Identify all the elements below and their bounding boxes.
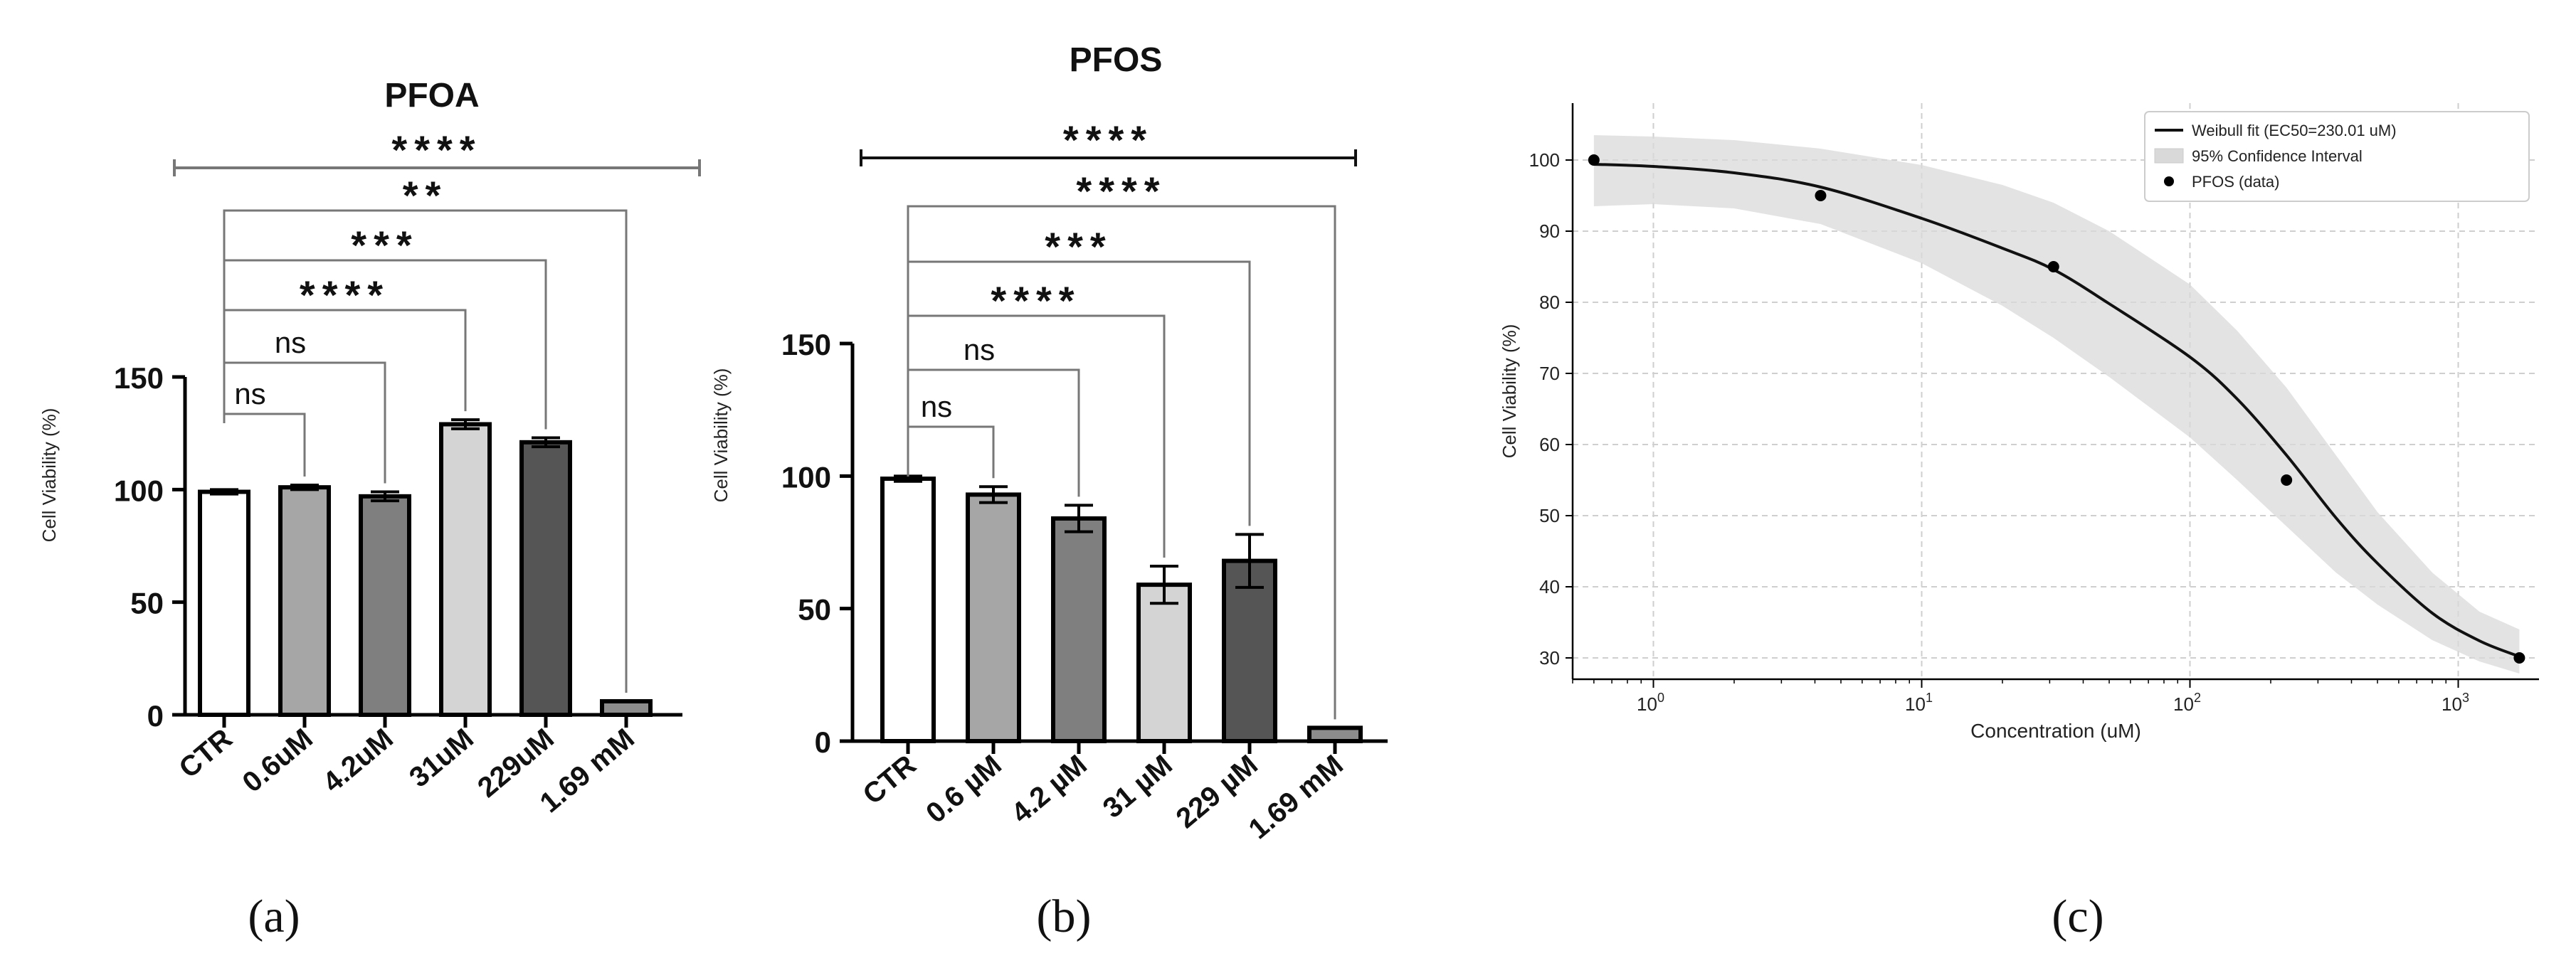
significance-label: **** bbox=[300, 272, 390, 317]
legend-data-swatch bbox=[2164, 176, 2174, 186]
y-tick-label: 50 bbox=[798, 593, 831, 627]
x-tick-label: 31uM bbox=[403, 723, 480, 793]
panel-label: (b) bbox=[1037, 890, 1092, 942]
data-point bbox=[2513, 652, 2525, 664]
significance-label: ns bbox=[964, 333, 995, 366]
panel-a-pfoa-bar-chart: PFOA 0 50 100 150 Cell Viability (%) CTR0.6uM4… bbox=[38, 77, 701, 942]
significance-label: ns bbox=[234, 377, 265, 410]
data-point bbox=[2047, 261, 2059, 272]
panel-label: (c) bbox=[2052, 890, 2103, 942]
y-tick-label: 100 bbox=[781, 460, 831, 494]
y-tick-label: 90 bbox=[1539, 220, 1560, 242]
y-tick-label: 50 bbox=[130, 587, 164, 620]
overall-significance-label: **** bbox=[391, 127, 482, 172]
significance-label: *** bbox=[351, 223, 418, 267]
y-axis-label: Cell Viability (%) bbox=[38, 408, 60, 543]
weibull-fit-line bbox=[1593, 163, 2520, 658]
bar bbox=[519, 440, 572, 717]
chart-title: PFOS bbox=[1070, 41, 1163, 79]
x-tick-label: 4.2 µM bbox=[1005, 749, 1093, 829]
y-tick-label: 80 bbox=[1539, 292, 1560, 313]
panel-label: (a) bbox=[248, 890, 300, 942]
bar bbox=[359, 494, 411, 717]
y-tick-label: 40 bbox=[1539, 576, 1560, 597]
y-tick-label: 150 bbox=[114, 361, 164, 395]
bar bbox=[198, 489, 250, 717]
bar bbox=[1307, 725, 1363, 743]
y-tick-label: 100 bbox=[1529, 149, 1560, 171]
significance-label: ** bbox=[403, 173, 448, 218]
y-tick-label: 100 bbox=[114, 474, 164, 507]
significance-bracket bbox=[223, 209, 628, 693]
significance-label: *** bbox=[1045, 224, 1112, 269]
x-tick-label: 1.69 mM bbox=[1243, 749, 1349, 845]
overall-significance-label: **** bbox=[1063, 117, 1154, 162]
y-tick-label: 50 bbox=[1539, 505, 1560, 526]
y-tick-label: 0 bbox=[815, 725, 831, 759]
data-point bbox=[1815, 190, 1827, 201]
significance-label: ns bbox=[921, 390, 952, 423]
significance-bracket bbox=[907, 205, 1336, 720]
significance-bracket bbox=[223, 413, 306, 477]
x-tick-label: 31 µM bbox=[1097, 749, 1178, 824]
x-axis-label: Concentration (uM) bbox=[1970, 720, 2141, 742]
y-tick-label: 60 bbox=[1539, 434, 1560, 455]
bar bbox=[880, 477, 936, 743]
legend-box bbox=[2144, 111, 2530, 202]
y-tick-label: 0 bbox=[147, 699, 164, 733]
x-tick-label: 103 bbox=[2442, 691, 2469, 715]
significance-label: ns bbox=[275, 326, 306, 359]
y-axis-label: Cell Viability (%) bbox=[1499, 324, 1520, 459]
x-tick-label: 102 bbox=[2173, 691, 2201, 715]
significance-bracket bbox=[907, 425, 995, 479]
bar bbox=[439, 422, 492, 717]
data-point bbox=[1588, 154, 1600, 166]
x-tick-label: 0.6uM bbox=[237, 723, 319, 799]
y-tick-label: 70 bbox=[1539, 363, 1560, 384]
bar bbox=[1136, 583, 1192, 743]
bar bbox=[966, 492, 1021, 743]
legend-ci-label: 95% Confidence Interval bbox=[2192, 147, 2363, 165]
bar bbox=[1051, 516, 1107, 744]
y-tick-label: 150 bbox=[781, 328, 831, 361]
bar bbox=[600, 699, 653, 717]
confidence-interval-band bbox=[1593, 135, 2520, 674]
y-axis-label: Cell Viability (%) bbox=[710, 368, 732, 503]
panel-c-dose-response-curve: 30 40 50 60 70 80 90 100 100 101 102 103 Concentrati… bbox=[1499, 103, 2539, 942]
data-point bbox=[2281, 474, 2293, 486]
bar bbox=[278, 485, 331, 718]
x-tick-label: 4.2uM bbox=[317, 723, 399, 799]
legend-ci-swatch bbox=[2154, 148, 2184, 164]
significance-bracket bbox=[907, 314, 1166, 558]
x-tick-label: 0.6 µM bbox=[920, 749, 1008, 829]
x-tick-label: CTR bbox=[174, 723, 238, 784]
x-tick-label: CTR bbox=[857, 749, 922, 811]
x-tick-label: 100 bbox=[1637, 691, 1664, 715]
x-tick-label: 101 bbox=[1905, 691, 1933, 715]
y-tick-label: 30 bbox=[1539, 647, 1560, 669]
chart-title: PFOA bbox=[384, 77, 479, 115]
legend-fit-label: Weibull fit (EC50=230.01 uM) bbox=[2192, 122, 2397, 139]
legend-data-label: PFOS (data) bbox=[2192, 173, 2279, 191]
significance-label: **** bbox=[991, 278, 1081, 323]
significance-label: **** bbox=[1076, 169, 1166, 213]
